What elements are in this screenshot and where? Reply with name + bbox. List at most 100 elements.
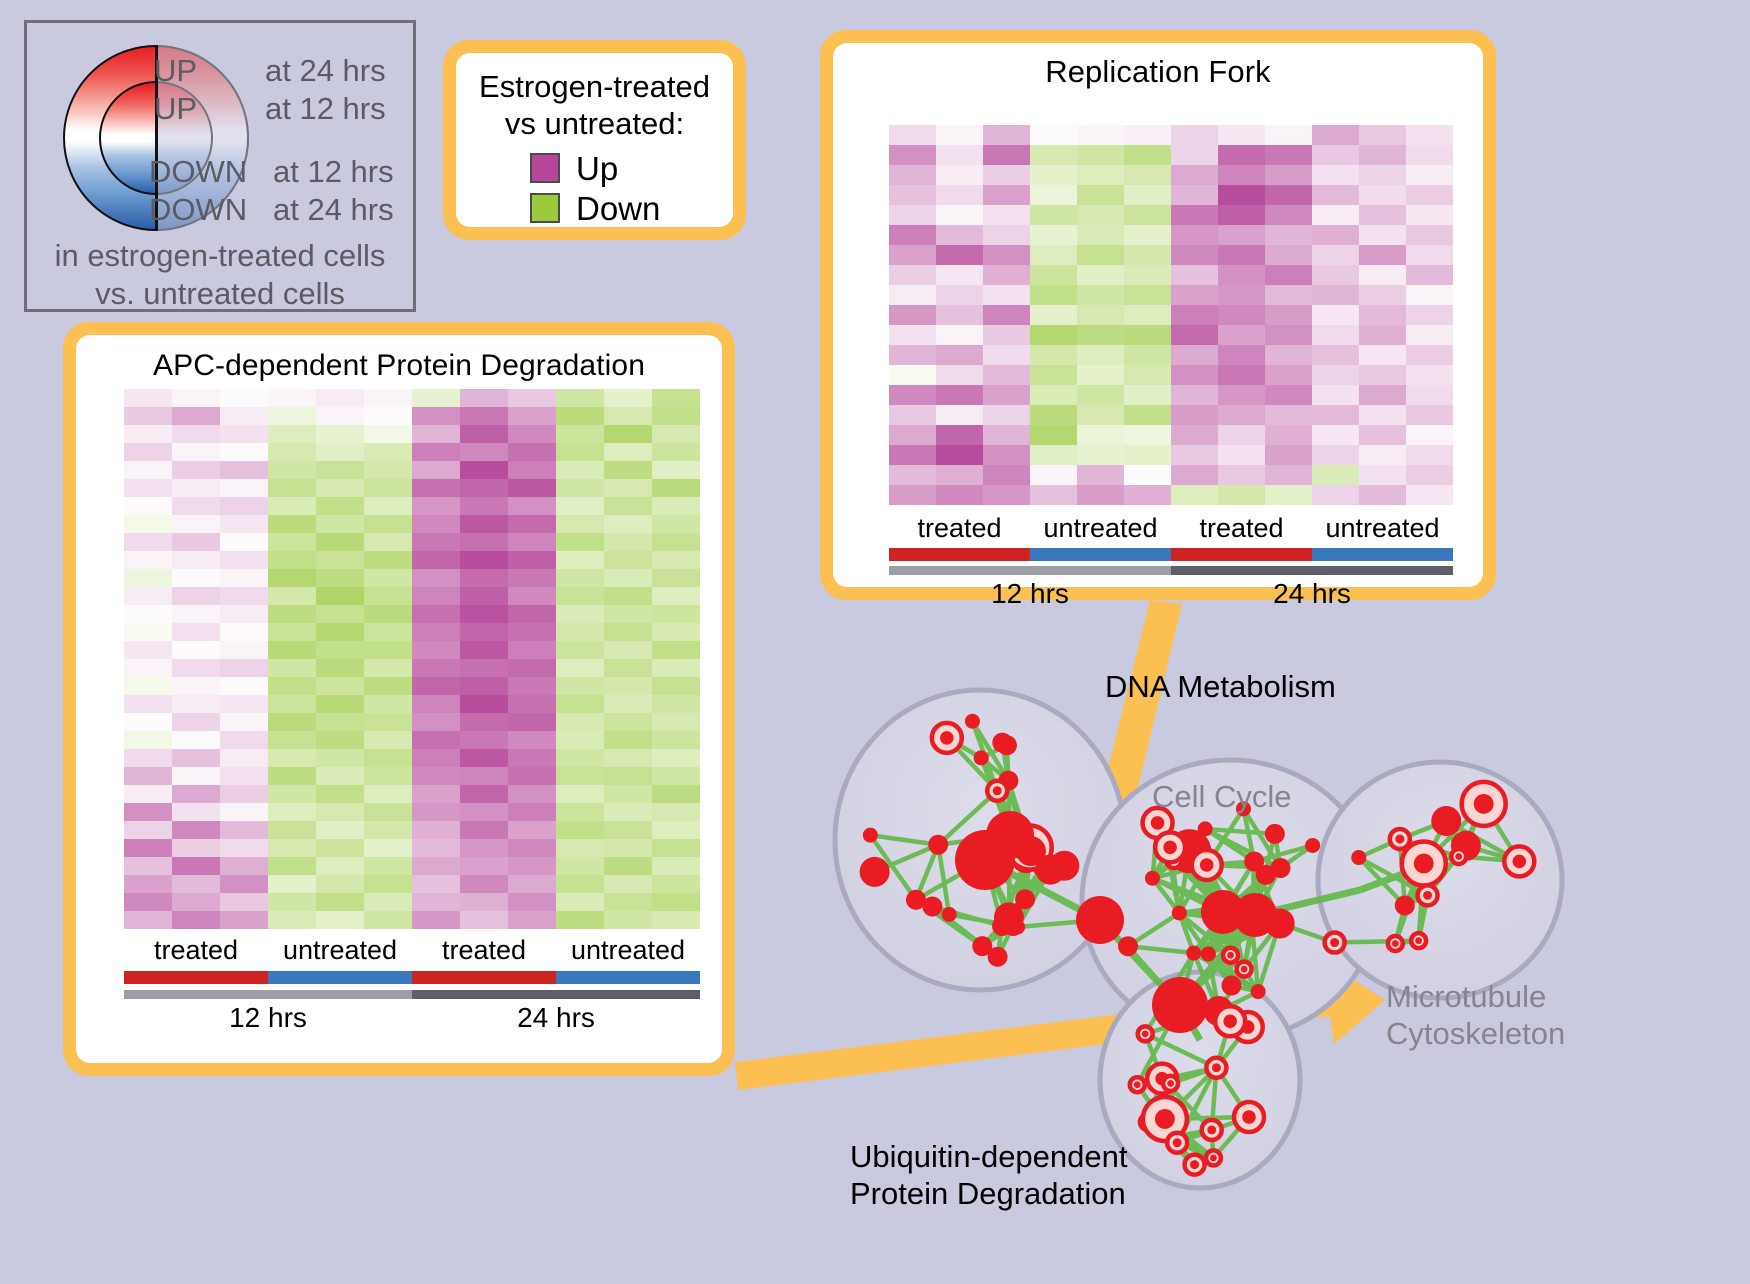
network-node[interactable]	[1203, 1148, 1224, 1168]
heatmap-cell	[1124, 265, 1171, 285]
heatmap-cell	[556, 515, 604, 533]
network-node[interactable]	[929, 720, 965, 756]
heatmap-cell	[983, 125, 1030, 145]
heatmap-cell	[364, 803, 412, 821]
heatmap-cell	[604, 893, 652, 911]
network-node[interactable]	[862, 827, 878, 843]
network-node[interactable]	[1171, 905, 1187, 921]
network-node[interactable]	[1399, 839, 1449, 888]
network-node[interactable]	[1231, 1099, 1267, 1135]
network-node[interactable]	[1234, 959, 1254, 979]
network-node[interactable]	[987, 946, 1008, 967]
heatmap-cell	[1265, 405, 1312, 425]
heatmap-cell	[1218, 325, 1265, 345]
network-node[interactable]	[984, 778, 1010, 804]
heatmap-cell	[508, 443, 556, 461]
network-node[interactable]	[1140, 1094, 1190, 1144]
network-node[interactable]	[1144, 870, 1160, 886]
network-node[interactable]	[1049, 850, 1080, 881]
network-node[interactable]	[973, 750, 989, 766]
network-node[interactable]	[922, 896, 943, 917]
network-node[interactable]	[1351, 850, 1367, 866]
network-node[interactable]	[1127, 1074, 1148, 1095]
heatmap-cell	[604, 677, 652, 695]
network-node[interactable]	[992, 916, 1013, 937]
network-node[interactable]	[1015, 889, 1036, 910]
heatmap-cell	[983, 165, 1030, 185]
heatmap-cell	[316, 551, 364, 569]
heatmap-cell	[556, 569, 604, 587]
heatmap-cell	[1077, 285, 1124, 305]
network-node[interactable]	[1385, 933, 1406, 954]
heatmap-cell	[604, 749, 652, 767]
network-node[interactable]	[1221, 975, 1242, 996]
network-node[interactable]	[1160, 1073, 1181, 1094]
network-node[interactable]	[1502, 844, 1537, 879]
network-node[interactable]	[1415, 883, 1440, 908]
heatmap-cell	[556, 533, 604, 551]
network-node[interactable]	[1250, 984, 1266, 1000]
heatmap-cell	[412, 587, 460, 605]
heatmap-cell	[460, 641, 508, 659]
heatmap-cell	[1171, 265, 1218, 285]
network-node[interactable]	[1387, 826, 1413, 852]
heatmap-cell	[556, 551, 604, 569]
network-node[interactable]	[1152, 977, 1208, 1033]
fork-group-labels: treated untreated treated untreated	[889, 513, 1453, 547]
network-node[interactable]	[1235, 801, 1251, 817]
heatmap-cell	[936, 165, 983, 185]
heatmap-cell	[556, 695, 604, 713]
network-node[interactable]	[996, 735, 1017, 756]
network-node[interactable]	[1264, 823, 1285, 844]
network-node[interactable]	[1270, 857, 1291, 878]
network-node[interactable]	[1182, 1152, 1207, 1177]
heatmap-cell	[604, 443, 652, 461]
network-node[interactable]	[859, 856, 890, 887]
network-node[interactable]	[1212, 1004, 1248, 1039]
apc-time-bars	[124, 990, 700, 999]
heatmap-cell	[268, 659, 316, 677]
network-node[interactable]	[1459, 779, 1508, 829]
network-node[interactable]	[972, 936, 993, 957]
heatmap-cell	[1312, 465, 1359, 485]
network-node[interactable]	[1200, 889, 1245, 934]
network-node[interactable]	[1220, 945, 1241, 965]
network-node[interactable]	[1322, 930, 1347, 955]
network-node[interactable]	[1305, 837, 1321, 853]
heatmap-cell	[936, 265, 983, 285]
network-node[interactable]	[905, 889, 926, 910]
network-node[interactable]	[1200, 946, 1216, 962]
network-node[interactable]	[1394, 895, 1415, 916]
network-node[interactable]	[964, 713, 980, 729]
network-node[interactable]	[1186, 945, 1202, 961]
heatmap-cell	[1218, 485, 1265, 505]
network-node[interactable]	[1164, 1130, 1190, 1155]
network-node[interactable]	[1197, 821, 1213, 837]
heatmap-cell	[268, 695, 316, 713]
heatmap-cell	[412, 443, 460, 461]
network-node[interactable]	[1076, 896, 1124, 944]
network-node[interactable]	[986, 811, 1034, 859]
network-node[interactable]	[1152, 830, 1188, 865]
network-node[interactable]	[1135, 1024, 1155, 1044]
network-node[interactable]	[1431, 806, 1462, 837]
heatmap-cell	[889, 145, 936, 165]
network-node[interactable]	[1448, 846, 1469, 867]
network-node[interactable]	[1204, 1055, 1229, 1080]
network-node[interactable]	[1408, 930, 1429, 951]
network-node[interactable]	[1189, 847, 1224, 883]
heatmap-cell	[508, 605, 556, 623]
heatmap-cell	[460, 479, 508, 497]
network-node[interactable]	[1199, 1117, 1224, 1143]
heatmap-cell	[220, 785, 268, 803]
node-inner-core	[1473, 793, 1494, 814]
network-edge	[1204, 826, 1275, 837]
network-node[interactable]	[1118, 936, 1139, 957]
network-node[interactable]	[1244, 851, 1265, 872]
network-node[interactable]	[1233, 893, 1277, 937]
heatmap-cell	[1265, 165, 1312, 185]
heatmap-cell	[1359, 445, 1406, 465]
network-node[interactable]	[941, 906, 957, 922]
node-outer-ring	[1305, 837, 1321, 853]
network-node[interactable]	[928, 834, 949, 855]
